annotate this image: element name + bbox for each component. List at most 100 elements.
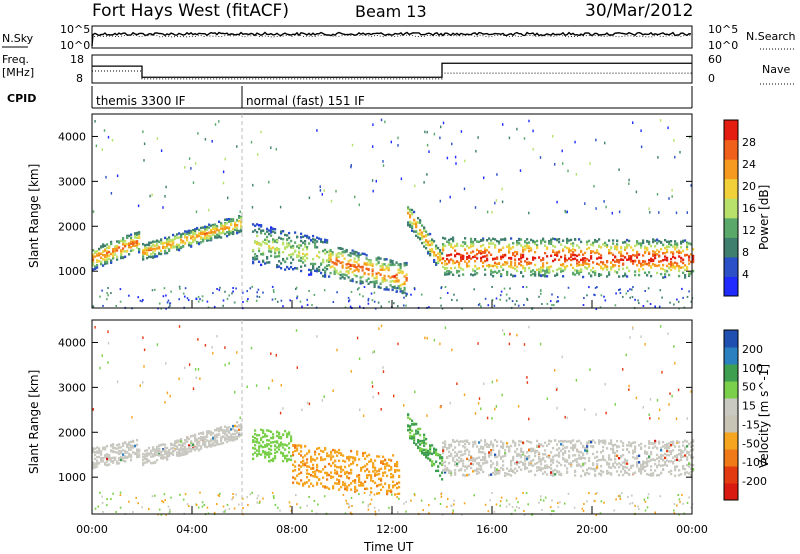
range-gate-cell bbox=[277, 300, 279, 303]
range-gate-cell bbox=[425, 247, 428, 250]
range-gate-cell bbox=[146, 243, 149, 246]
range-gate-cell bbox=[150, 461, 153, 465]
range-gate-cell bbox=[450, 474, 453, 477]
range-gate-cell bbox=[116, 174, 119, 178]
range-gate-cell bbox=[690, 474, 693, 477]
range-gate-cell bbox=[423, 181, 425, 184]
range-gate-cell bbox=[192, 232, 195, 235]
range-gate-cell bbox=[482, 251, 485, 254]
range-gate-cell bbox=[428, 504, 430, 507]
range-gate-cell bbox=[230, 428, 233, 431]
range-gate-cell bbox=[424, 130, 426, 134]
range-gate-cell bbox=[478, 462, 481, 465]
range-gate-cell bbox=[557, 502, 559, 505]
range-gate-cell bbox=[473, 288, 475, 291]
range-gate-cell bbox=[190, 244, 193, 248]
range-gate-cell bbox=[148, 243, 151, 247]
range-gate-cell bbox=[228, 426, 231, 429]
range-gate-cell bbox=[622, 441, 625, 445]
range-gate-cell bbox=[393, 279, 396, 283]
range-gate-cell bbox=[350, 449, 353, 453]
range-gate-cell bbox=[448, 471, 451, 474]
range-gate-cell bbox=[200, 236, 203, 239]
range-gate-cell bbox=[312, 240, 315, 244]
range-gate-cell bbox=[340, 467, 343, 471]
range-gate-cell bbox=[658, 463, 661, 466]
range-gate-cell bbox=[456, 252, 459, 255]
range-gate-cell bbox=[658, 442, 661, 445]
range-gate-cell bbox=[446, 257, 449, 261]
range-gate-cell bbox=[546, 268, 549, 272]
range-gate-cell bbox=[686, 245, 689, 248]
range-gate-cell bbox=[670, 472, 673, 476]
range-gate-cell bbox=[312, 258, 315, 261]
range-gate-cell bbox=[576, 449, 579, 453]
range-gate-cell bbox=[200, 432, 203, 435]
range-gate-cell bbox=[370, 458, 373, 461]
range-gate-cell bbox=[449, 195, 451, 199]
range-gate-cell bbox=[316, 463, 319, 467]
range-gate-cell bbox=[425, 234, 428, 237]
range-gate-cell bbox=[386, 492, 389, 496]
range-gate-cell bbox=[431, 452, 434, 456]
range-gate-cell bbox=[490, 253, 493, 256]
range-gate-cell bbox=[270, 247, 273, 250]
range-gate-cell bbox=[680, 458, 683, 462]
range-gate-cell bbox=[238, 230, 241, 233]
range-gate-cell bbox=[353, 273, 356, 277]
range-gate-cell bbox=[106, 246, 109, 250]
range-gate-cell bbox=[460, 459, 463, 463]
range-gate-cell bbox=[224, 232, 227, 236]
range-gate-cell bbox=[230, 231, 233, 235]
range-gate-cell bbox=[160, 249, 163, 252]
range-gate-cell bbox=[108, 458, 111, 461]
range-gate-cell bbox=[616, 245, 619, 249]
range-gate-cell bbox=[128, 452, 131, 456]
range-gate-cell bbox=[304, 234, 307, 237]
range-gate-cell bbox=[678, 249, 681, 252]
range-gate-cell bbox=[379, 286, 382, 289]
range-gate-cell bbox=[206, 435, 209, 438]
range-gate-cell bbox=[442, 468, 445, 472]
range-gate-cell bbox=[672, 266, 675, 269]
range-gate-cell bbox=[236, 231, 239, 235]
range-gate-cell bbox=[391, 286, 394, 289]
range-gate-cell bbox=[347, 276, 350, 279]
range-gate-cell bbox=[588, 472, 591, 476]
range-gate-cell bbox=[692, 469, 695, 472]
range-gate-cell bbox=[498, 452, 501, 455]
range-gate-cell bbox=[458, 456, 461, 459]
range-gate-cell bbox=[530, 459, 533, 463]
range-gate-cell bbox=[94, 267, 97, 270]
range-gate-cell bbox=[361, 252, 364, 255]
range-gate-cell bbox=[600, 254, 603, 257]
range-gate-cell bbox=[582, 456, 585, 459]
range-gate-cell bbox=[208, 231, 211, 234]
range-gate-cell bbox=[174, 235, 177, 238]
range-gate-cell bbox=[274, 456, 277, 460]
range-gate-cell bbox=[254, 224, 257, 227]
range-gate-cell bbox=[463, 187, 466, 191]
range-gate-cell bbox=[326, 260, 329, 263]
range-gate-cell bbox=[268, 429, 271, 433]
range-gate-cell bbox=[170, 496, 172, 499]
range-gate-cell bbox=[514, 509, 516, 512]
range-gate-cell bbox=[284, 454, 287, 458]
range-gate-cell bbox=[417, 441, 420, 444]
range-gate-cell bbox=[104, 255, 107, 258]
range-gate-cell bbox=[226, 440, 229, 443]
range-gate-cell bbox=[602, 456, 605, 460]
range-gate-cell bbox=[142, 299, 144, 301]
range-gate-cell bbox=[656, 271, 659, 275]
range-gate-cell bbox=[377, 256, 380, 259]
range-gate-cell bbox=[672, 460, 675, 464]
range-gate-cell bbox=[184, 450, 187, 454]
range-gate-cell bbox=[590, 251, 593, 254]
range-gate-cell bbox=[498, 261, 501, 265]
range-gate-cell bbox=[642, 305, 645, 307]
range-gate-cell bbox=[454, 244, 457, 248]
range-gate-cell bbox=[176, 439, 179, 442]
range-gate-cell bbox=[526, 261, 529, 264]
range-gate-cell bbox=[573, 506, 576, 509]
range-gate-cell bbox=[222, 429, 225, 432]
